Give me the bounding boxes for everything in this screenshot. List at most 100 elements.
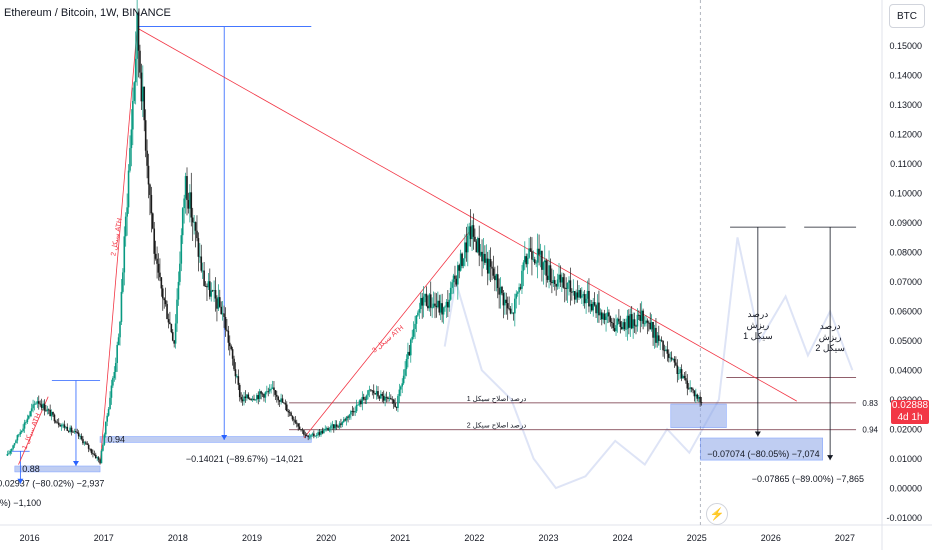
candle-body [635, 325, 637, 327]
support-zone [670, 403, 727, 428]
candle-body [276, 394, 278, 397]
candle-body [582, 294, 585, 296]
candle-body [525, 256, 528, 265]
candle-body [352, 411, 355, 413]
projection-arrow-icon [827, 455, 834, 461]
candle-body [294, 420, 297, 423]
candle-body [266, 391, 268, 393]
candle-body [224, 316, 227, 330]
candle-body [358, 400, 361, 405]
annotation-label: −0.07865 (−89.00%) −7,865 [752, 474, 864, 484]
candle-body [331, 424, 334, 426]
candle-body [40, 404, 43, 408]
candle-body [626, 315, 629, 330]
measure-arrow-icon [17, 478, 24, 484]
candle-body [479, 251, 482, 256]
candle-body [459, 253, 462, 271]
candle-body [150, 194, 153, 214]
candle-body [248, 398, 251, 400]
candle-body [35, 403, 37, 405]
tradingview-logo-icon[interactable]: ⚡ [706, 503, 728, 525]
candle-body [666, 349, 669, 354]
candle-body [508, 308, 510, 310]
currency-button[interactable]: BTC [889, 4, 925, 28]
candle-body [553, 280, 556, 284]
candle-body [107, 409, 110, 416]
candle-body [693, 390, 696, 397]
candle-body [662, 340, 664, 351]
projection-label: سیکل 2 [815, 343, 845, 353]
candle-body [667, 353, 670, 358]
candle-body [682, 375, 684, 379]
candle-body [301, 429, 304, 431]
candle-body [581, 295, 583, 298]
candle-body [397, 395, 399, 408]
candle-body [427, 305, 429, 309]
candle-body [263, 394, 265, 398]
candle-body [278, 400, 281, 402]
candle-body [151, 213, 154, 229]
candle-body [310, 434, 312, 437]
candle-body [437, 300, 439, 308]
projection-label: سیکل 1 [743, 331, 773, 341]
candle-body [573, 291, 576, 300]
candle-body [67, 430, 70, 432]
candle-body [583, 294, 586, 304]
candle-body [391, 399, 394, 401]
candle-body [6, 453, 9, 456]
candle-body [425, 293, 428, 306]
candle-body [591, 303, 593, 311]
y-tick-label: 0.06000 [889, 307, 922, 317]
symbol-title[interactable]: Ethereum / Bitcoin, 1W, BINANCE [4, 7, 171, 19]
projection-label: درصد [820, 321, 841, 332]
candle-body [283, 402, 285, 404]
candle-body [378, 396, 381, 399]
candle-body [63, 424, 66, 428]
candle-body [370, 389, 372, 391]
candle-body [130, 129, 133, 149]
candle-body [524, 256, 526, 263]
candle-body [355, 404, 358, 412]
candle-body [55, 421, 57, 423]
candle-body [89, 448, 91, 450]
support-zone [14, 465, 101, 473]
y-tick-label: 0.14000 [889, 71, 922, 81]
candle-body [528, 248, 530, 258]
candle-body [15, 440, 17, 444]
candle-body [448, 299, 451, 308]
candle-body [191, 217, 194, 223]
y-tick-label: 0.12000 [889, 130, 922, 140]
candle-body [394, 403, 396, 408]
candle-body [340, 423, 342, 425]
candle-body [120, 291, 123, 322]
candle-body [441, 303, 443, 315]
candle-body [515, 293, 518, 299]
candle-body [568, 280, 570, 283]
candle-body [16, 435, 19, 441]
candle-body [424, 293, 426, 297]
level-right-label: 0.94 [862, 426, 878, 435]
candle-body [444, 306, 446, 308]
candle-body [254, 399, 257, 401]
candle-body [405, 359, 408, 370]
candle-body [569, 280, 572, 292]
measure-label: −0.14021 (−89.67%) −14,021 [186, 454, 303, 464]
x-tick-label: 2020 [316, 533, 336, 543]
candle-body [417, 312, 419, 316]
candle-body [677, 373, 680, 375]
candle-body [122, 272, 124, 292]
candle-body [415, 315, 418, 324]
candle-body [609, 316, 612, 322]
candle-body [695, 394, 697, 397]
candle-body [320, 430, 322, 435]
candle-body [134, 58, 137, 83]
candle-body [596, 302, 599, 314]
candle-body [374, 393, 376, 395]
candle-body [341, 422, 344, 425]
candle-body [518, 287, 520, 293]
candle-body [49, 409, 51, 417]
candle-body [435, 305, 438, 308]
candle-body [522, 262, 525, 271]
candle-body [367, 390, 369, 396]
